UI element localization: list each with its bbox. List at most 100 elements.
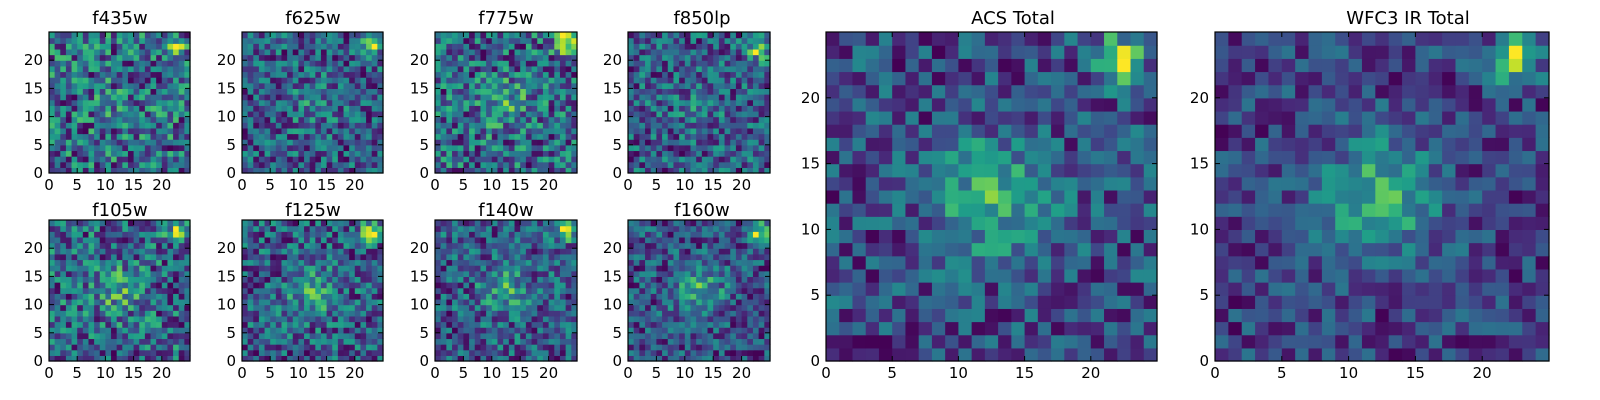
heatmap-cell	[480, 270, 487, 277]
heatmap-cell	[559, 282, 567, 289]
heatmap-cell	[122, 94, 129, 101]
heatmap-cell	[684, 105, 692, 112]
heatmap-cell	[304, 231, 311, 238]
heatmap-cell	[463, 110, 470, 118]
heatmap-cell	[531, 105, 538, 112]
heatmap-cell	[270, 315, 277, 323]
heatmap-cell	[497, 332, 504, 340]
heatmap-cell	[520, 248, 527, 255]
heatmap-cell	[371, 139, 378, 146]
heatmap-cell	[628, 287, 635, 294]
heatmap-cell	[662, 110, 669, 118]
heatmap-cell	[452, 43, 459, 50]
heatmap-cell	[673, 88, 680, 95]
heatmap-cell	[309, 37, 316, 44]
heatmap-cell	[639, 65, 646, 73]
heatmap-cell	[514, 122, 521, 129]
heatmap-cell	[60, 37, 67, 44]
heatmap-cell	[275, 287, 283, 294]
heatmap-cell	[497, 77, 504, 84]
heatmap-cell	[360, 77, 367, 84]
heatmap-cell	[275, 65, 283, 73]
heatmap-cell	[309, 48, 316, 56]
heatmap-cell	[662, 77, 669, 84]
heatmap-cell	[503, 122, 510, 129]
heatmap-cell	[571, 133, 578, 140]
heatmap-cell	[354, 133, 362, 140]
heatmap-cell	[139, 327, 146, 334]
heatmap-cell	[343, 71, 350, 78]
heatmap-cell	[747, 88, 754, 95]
heatmap-cell	[253, 133, 260, 140]
heatmap-cell	[718, 60, 726, 67]
heatmap-cell	[144, 105, 152, 112]
heatmap-cell	[741, 65, 748, 73]
heatmap-cell	[662, 167, 669, 174]
heatmap-cell	[139, 282, 146, 289]
heatmap-cell	[88, 355, 95, 362]
heatmap-cell	[684, 344, 692, 351]
heatmap-cell	[332, 54, 339, 61]
heatmap-cell	[520, 253, 527, 261]
heatmap-cell	[315, 298, 322, 306]
heatmap-cell	[656, 48, 663, 56]
heatmap-cell	[747, 110, 754, 118]
heatmap-cell	[167, 37, 174, 44]
heatmap-cell	[253, 150, 260, 157]
heatmap-cell	[542, 344, 550, 351]
heatmap-cell	[503, 220, 510, 227]
heatmap-cell	[116, 122, 123, 129]
heatmap-cell	[281, 127, 288, 135]
heatmap-cell	[343, 156, 350, 163]
heatmap-cell	[480, 242, 487, 249]
heatmap-cell	[173, 43, 180, 50]
heatmap-cell	[457, 287, 464, 294]
heatmap-cell	[752, 321, 760, 328]
heatmap-cell	[156, 88, 163, 95]
heatmap-cell	[531, 355, 538, 362]
heatmap-cell	[525, 110, 533, 118]
heatmap-cell	[684, 110, 692, 118]
heatmap-cell	[673, 60, 680, 67]
heatmap-cell	[701, 110, 709, 118]
heatmap-cell	[253, 338, 260, 345]
heatmap-cell	[645, 65, 652, 73]
heatmap-cell	[446, 105, 453, 112]
heatmap-cell	[701, 37, 709, 44]
heatmap-cell	[679, 71, 686, 78]
heatmap-cell	[242, 349, 249, 356]
heatmap-cell	[474, 99, 482, 106]
heatmap-cell	[77, 276, 84, 283]
heatmap-cell	[167, 32, 174, 39]
heatmap-cell	[122, 71, 129, 78]
heatmap-cell	[696, 167, 703, 174]
heatmap-cell	[491, 43, 499, 50]
heatmap-cell	[480, 65, 487, 73]
heatmap-cell	[337, 253, 345, 261]
heatmap-cell	[457, 116, 464, 123]
heatmap-cell	[452, 54, 459, 61]
heatmap-cell	[173, 327, 180, 334]
heatmap-cell	[127, 133, 135, 140]
heatmap-cell	[514, 88, 521, 95]
heatmap-cell	[116, 82, 123, 89]
heatmap-cell	[88, 127, 95, 135]
heatmap-cell	[554, 133, 561, 140]
heatmap-cell	[275, 43, 283, 50]
heatmap-cell	[65, 77, 73, 84]
heatmap-cell	[730, 282, 737, 289]
heatmap-cell	[320, 344, 328, 351]
heatmap-cell	[571, 94, 578, 101]
heatmap-cell	[156, 327, 163, 334]
heatmap-cell	[105, 298, 112, 306]
heatmap-cell	[542, 133, 550, 140]
heatmap-cell	[764, 144, 771, 152]
heatmap-cell	[320, 60, 328, 67]
heatmap-cell	[332, 298, 339, 306]
heatmap-cell	[764, 355, 771, 362]
heatmap-cell	[337, 105, 345, 112]
heatmap-cell	[71, 242, 78, 249]
heatmap-cell	[679, 122, 686, 129]
heatmap-cell	[508, 99, 516, 106]
